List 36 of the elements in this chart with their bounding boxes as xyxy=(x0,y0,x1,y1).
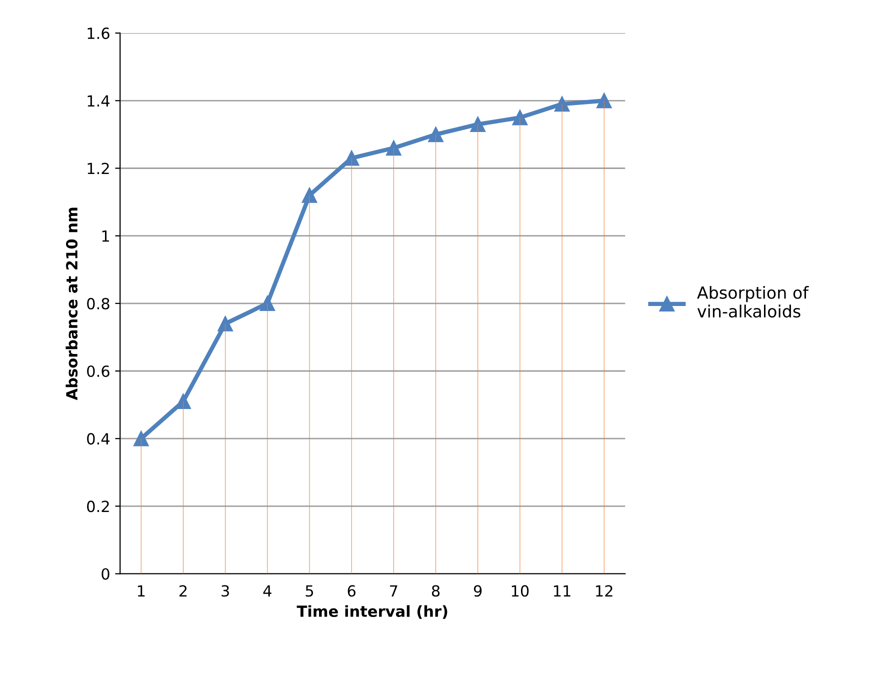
point xyxy=(218,316,233,332)
x-tick-label: 4 xyxy=(263,585,272,596)
y-tick-label: 0.4 xyxy=(87,433,110,445)
point xyxy=(554,96,570,112)
y-tick-label: 0 xyxy=(102,568,110,580)
point xyxy=(596,93,612,108)
x-tick-label: 2 xyxy=(179,585,187,596)
y-tick-label: 0.6 xyxy=(87,365,110,378)
point xyxy=(133,430,149,446)
y-tick-label: 0.2 xyxy=(87,500,109,512)
point xyxy=(386,140,402,156)
x-axis-title: Time interval (hr) xyxy=(296,605,448,619)
point xyxy=(302,188,318,203)
point xyxy=(512,110,528,126)
x-tick-label: 6 xyxy=(348,585,356,597)
point xyxy=(260,296,276,312)
x-tick-label: 9 xyxy=(474,585,482,597)
x-tick-label: 7 xyxy=(390,585,398,596)
y-tick-label: 1.2 xyxy=(88,162,109,174)
point xyxy=(470,116,486,132)
x-tick-label: 8 xyxy=(432,585,440,597)
y-tick-label: 1 xyxy=(102,230,109,242)
x-tick-label: 12 xyxy=(596,585,612,596)
y-tick-label: 1.4 xyxy=(88,95,110,106)
x-tick-label: 10 xyxy=(512,585,529,597)
legend-label: Absorption of vin-alkaloids xyxy=(697,286,809,318)
x-tick-label: 11 xyxy=(554,585,570,596)
point xyxy=(428,126,444,142)
x-tick-label: 3 xyxy=(222,585,229,597)
x-tick-label: 5 xyxy=(306,585,314,597)
y-tick-label: 1.6 xyxy=(88,28,110,40)
y-axis-title: Absorbance at 210 nm xyxy=(66,208,78,400)
y-tick-label: 0.8 xyxy=(87,298,110,310)
x-tick-label: 1 xyxy=(138,585,145,596)
point xyxy=(344,150,360,166)
point xyxy=(176,394,191,410)
